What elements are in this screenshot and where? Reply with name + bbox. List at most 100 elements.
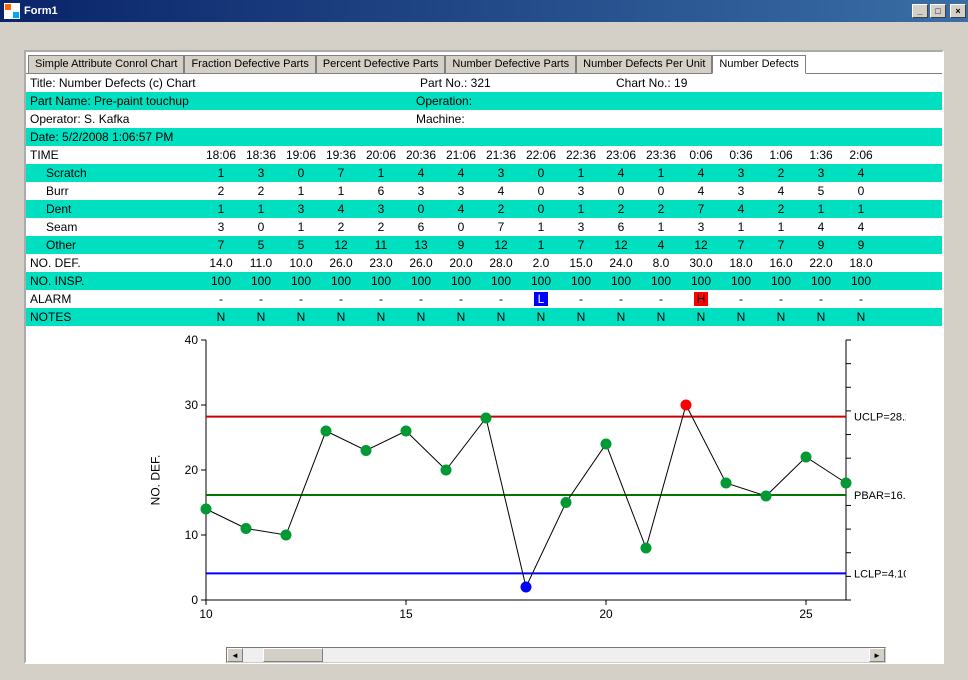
- grid-cell: N: [281, 310, 321, 324]
- grid-cell: 0: [521, 166, 561, 180]
- row-label: Seam: [26, 220, 201, 234]
- grid-cell: N: [561, 310, 601, 324]
- scrollbar-track[interactable]: [243, 648, 869, 662]
- grid-cell: 20:36: [401, 148, 441, 162]
- grid-cell: H: [681, 292, 721, 306]
- grid-cell: 2:06: [841, 148, 881, 162]
- grid-cell: 100: [601, 274, 641, 288]
- operation-label: Operation:: [416, 94, 472, 108]
- grid-cell: 9: [801, 238, 841, 252]
- grid-cell: 4: [721, 202, 761, 216]
- grid-cell: 1: [641, 166, 681, 180]
- svg-text:20: 20: [599, 607, 613, 620]
- grid-cell: 6: [361, 184, 401, 198]
- grid-cell: 4: [441, 202, 481, 216]
- grid-cell: 3: [801, 166, 841, 180]
- close-button[interactable]: ×: [950, 4, 966, 18]
- grid-cell: -: [481, 292, 521, 306]
- grid-cell: 1: [361, 166, 401, 180]
- svg-text:15: 15: [399, 607, 413, 620]
- horizontal-scrollbar[interactable]: ◄ ►: [226, 647, 886, 663]
- tab-1[interactable]: Fraction Defective Parts: [184, 55, 315, 74]
- grid-cell: 11.0: [241, 256, 281, 270]
- grid-cell: 16.0: [761, 256, 801, 270]
- grid-cell: -: [561, 292, 601, 306]
- grid-cell: 3: [721, 184, 761, 198]
- grid-cell: 1: [281, 220, 321, 234]
- maximize-button[interactable]: □: [930, 4, 946, 18]
- y-axis-label: NO. DEF.: [148, 455, 162, 506]
- grid-cell: -: [761, 292, 801, 306]
- grid-cell: 100: [801, 274, 841, 288]
- scroll-right-button[interactable]: ►: [869, 648, 885, 662]
- minimize-button[interactable]: _: [912, 4, 928, 18]
- grid-cell: 0: [521, 184, 561, 198]
- grid-cell: 1: [521, 238, 561, 252]
- grid-cell: 7: [761, 238, 801, 252]
- grid-cell: -: [721, 292, 761, 306]
- grid-cell: 14.0: [201, 256, 241, 270]
- grid-cell: 0: [521, 202, 561, 216]
- grid-cell: 0: [841, 184, 881, 198]
- grid-cell: 15.0: [561, 256, 601, 270]
- header-row-4: Date: 5/2/2008 1:06:57 PM: [26, 128, 942, 146]
- grid-cell: 20:06: [361, 148, 401, 162]
- grid-cell: 100: [641, 274, 681, 288]
- svg-text:25: 25: [799, 607, 813, 620]
- grid-cell: 5: [801, 184, 841, 198]
- grid-cell: 4: [761, 184, 801, 198]
- grid-cell: 7: [321, 166, 361, 180]
- grid-cell: 3: [681, 220, 721, 234]
- grid-cell: 100: [281, 274, 321, 288]
- grid-cell: -: [361, 292, 401, 306]
- grid-cell: 3: [281, 202, 321, 216]
- grid-cell: N: [761, 310, 801, 324]
- grid-cell: 22:36: [561, 148, 601, 162]
- grid-cell: 4: [681, 184, 721, 198]
- grid-cell: 3: [561, 220, 601, 234]
- grid-cell: 21:06: [441, 148, 481, 162]
- partname-label: Part Name: Pre-paint touchup: [26, 94, 416, 108]
- grid-cell: N: [441, 310, 481, 324]
- grid-cell: 9: [441, 238, 481, 252]
- tab-5[interactable]: Number Defects: [712, 55, 805, 74]
- grid-cell: 6: [601, 220, 641, 234]
- grid-cell: 100: [681, 274, 721, 288]
- chartno-label: Chart No.: 19: [616, 76, 687, 90]
- grid-cell: 1: [561, 166, 601, 180]
- grid-cell: 4: [401, 166, 441, 180]
- grid-cell: 7: [561, 238, 601, 252]
- grid-cell: N: [641, 310, 681, 324]
- machine-label: Machine:: [416, 112, 465, 126]
- row-label: Scratch: [26, 166, 201, 180]
- scrollbar-thumb[interactable]: [263, 648, 323, 662]
- row-label: Burr: [26, 184, 201, 198]
- grid-cell: 100: [241, 274, 281, 288]
- tab-3[interactable]: Number Defective Parts: [445, 55, 576, 74]
- grid-cell: 5: [241, 238, 281, 252]
- tab-4[interactable]: Number Defects Per Unit: [576, 55, 712, 74]
- grid-row: NO. INSP.1001001001001001001001001001001…: [26, 272, 942, 290]
- header-row-1: Title: Number Defects (c) Chart Part No.…: [26, 74, 942, 92]
- grid-cell: 1: [201, 166, 241, 180]
- grid-cell: N: [361, 310, 401, 324]
- grid-cell: N: [521, 310, 561, 324]
- grid-cell: 26.0: [321, 256, 361, 270]
- grid-cell: 22.0: [801, 256, 841, 270]
- partno-label: Part No.: 321: [416, 76, 616, 90]
- grid-cell: 4: [481, 184, 521, 198]
- tab-content: Title: Number Defects (c) Chart Part No.…: [26, 73, 942, 663]
- grid-row: Burr22116334030043450: [26, 182, 942, 200]
- grid-row: ALARM--------L---H----: [26, 290, 942, 308]
- grid-cell: 18.0: [841, 256, 881, 270]
- scroll-left-button[interactable]: ◄: [227, 648, 243, 662]
- grid-cell: 7: [721, 238, 761, 252]
- grid-cell: 12: [481, 238, 521, 252]
- grid-cell: 8.0: [641, 256, 681, 270]
- grid-cell: 5: [281, 238, 321, 252]
- tab-0[interactable]: Simple Attribute Conrol Chart: [28, 55, 184, 74]
- grid-cell: 0: [241, 220, 281, 234]
- tab-2[interactable]: Percent Defective Parts: [316, 55, 446, 74]
- grid-row: Scratch13071443014143234: [26, 164, 942, 182]
- grid-cell: N: [241, 310, 281, 324]
